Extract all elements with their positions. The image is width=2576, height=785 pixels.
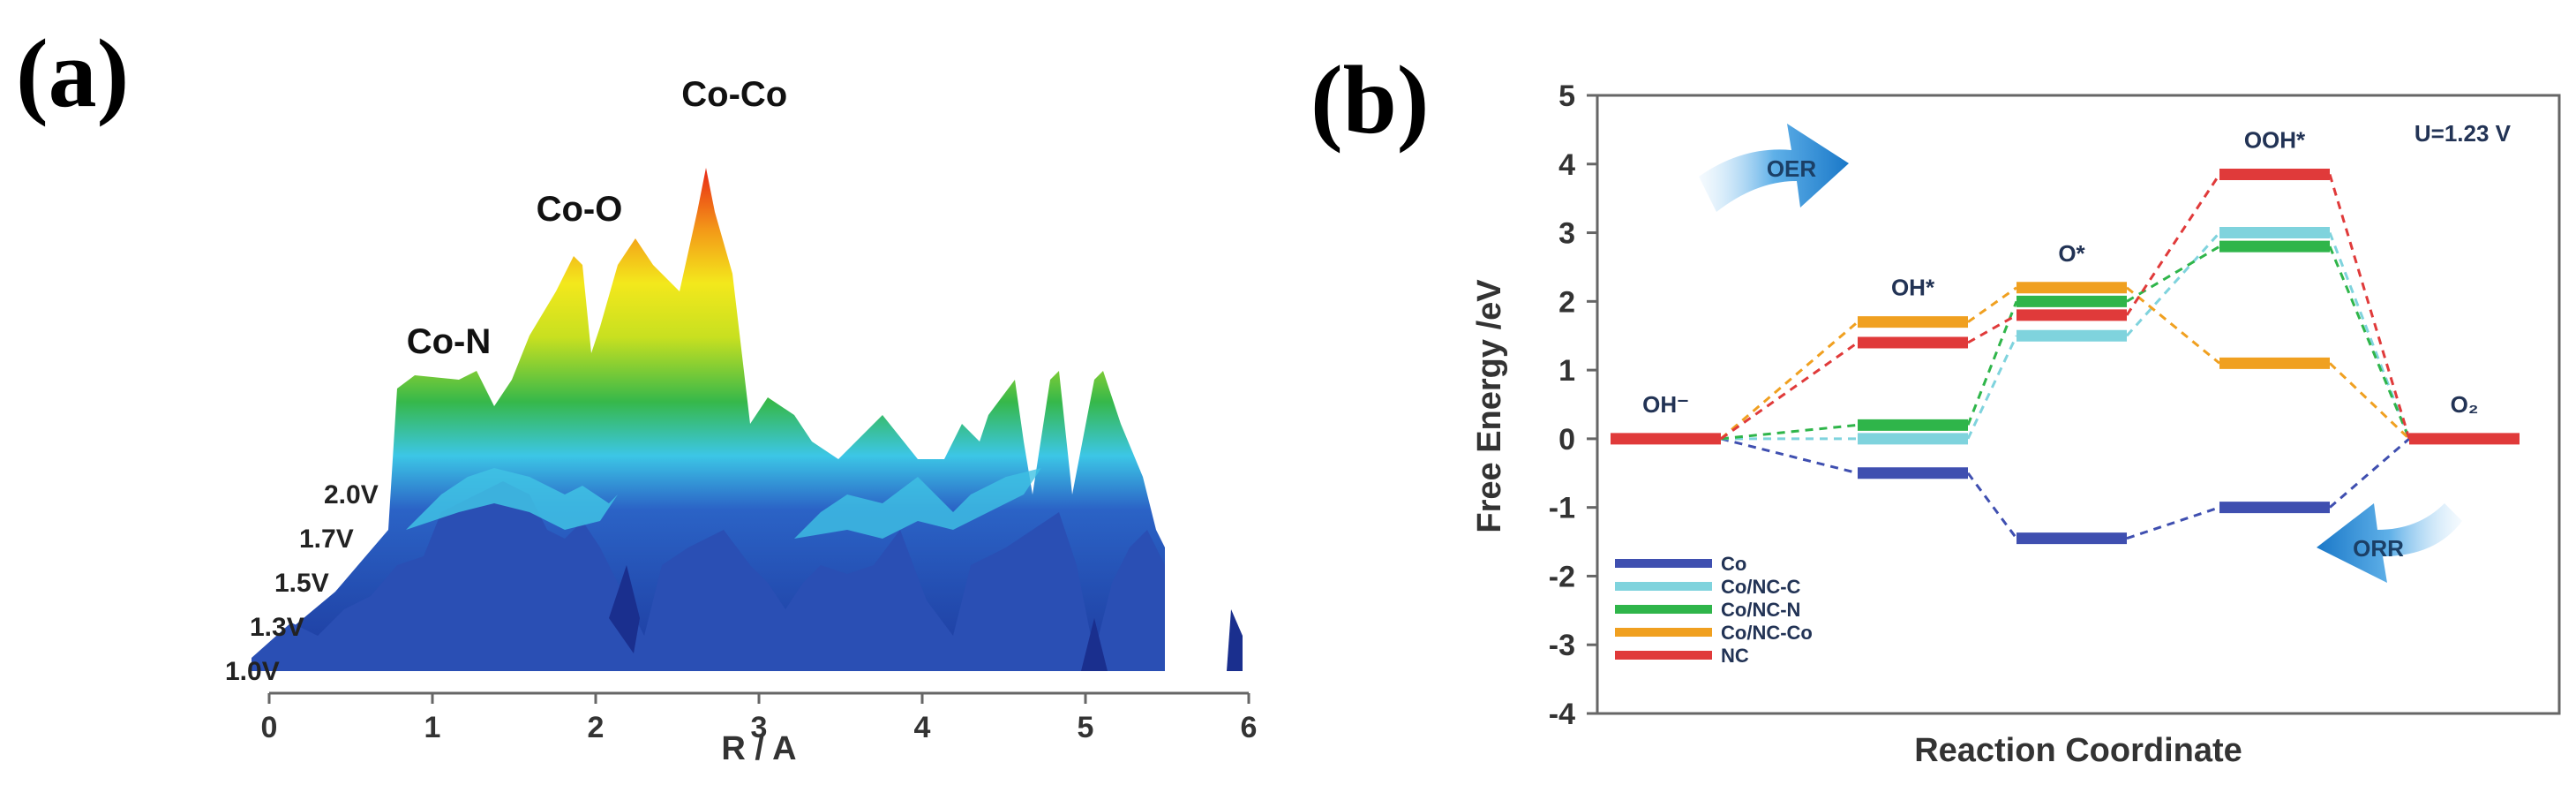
state-label: O₂ bbox=[2451, 391, 2479, 418]
y-axis-ticks: -4 -3 -2 -1 0 1 2 3 4 5 bbox=[1549, 79, 1597, 731]
x-tick-label: 0 bbox=[261, 711, 278, 744]
energy-connector-NC bbox=[1720, 341, 1859, 441]
state-label: O* bbox=[2058, 240, 2085, 267]
surface-valley-3 bbox=[1227, 609, 1243, 671]
peak-label: Co-Co bbox=[681, 75, 787, 114]
surface-cyan-band bbox=[406, 468, 618, 530]
legend-label: NC bbox=[1721, 645, 1749, 667]
energy-connector-Co/NC-Co bbox=[2126, 286, 2220, 365]
energy-connector-Co/NC-N bbox=[2328, 245, 2411, 440]
energy-connector-Co/NC-C bbox=[1966, 335, 2018, 440]
energy-connector-Co bbox=[2329, 437, 2410, 509]
peak-label: Co-O bbox=[537, 190, 623, 229]
x-tick-label: 4 bbox=[914, 711, 931, 744]
legend-label: Co/NC-C bbox=[1721, 576, 1801, 598]
y-tick-label: 1 bbox=[1558, 354, 1575, 388]
y-tick-label: -2 bbox=[1549, 560, 1575, 593]
y-tick-label: 4 bbox=[1558, 148, 1575, 182]
legend-label: Co bbox=[1721, 553, 1746, 575]
orr-arrow: ORR bbox=[2317, 503, 2462, 583]
panel-a-label: (a) bbox=[16, 19, 129, 127]
voltage-label: 1.7V bbox=[299, 525, 354, 554]
potential-annotation: U=1.23 V bbox=[2415, 120, 2512, 147]
voltage-label: 1.0V bbox=[225, 657, 280, 686]
orr-arrow-shape bbox=[2317, 503, 2462, 583]
voltage-label: 1.3V bbox=[250, 613, 304, 642]
voltage-labels: 1.0V 1.3V 1.5V 1.7V 2.0V bbox=[225, 480, 379, 686]
panel-b-label: (b) bbox=[1311, 46, 1429, 154]
orr-label: ORR bbox=[2353, 535, 2404, 562]
energy-connector-Co/NC-Co bbox=[2328, 362, 2411, 440]
energy-levels bbox=[1611, 168, 2520, 545]
surface-valley-1 bbox=[609, 565, 640, 653]
peak-label: Co-N bbox=[407, 322, 492, 361]
surface-cyan-band-2 bbox=[794, 468, 1041, 539]
x-tick-label: 6 bbox=[1241, 711, 1258, 744]
x-tick-label: 5 bbox=[1078, 711, 1094, 744]
energy-connector-Co/NC-C bbox=[2125, 231, 2221, 337]
y-tick-label: 2 bbox=[1558, 285, 1575, 319]
y-tick-label: 5 bbox=[1558, 79, 1575, 113]
energy-connector-NC bbox=[1967, 313, 2017, 344]
plot-frame bbox=[1596, 94, 2561, 715]
state-label: OOH* bbox=[2244, 126, 2306, 153]
legend-label: Co/NC-N bbox=[1721, 599, 1800, 621]
legend-label: Co/NC-Co bbox=[1721, 622, 1813, 644]
state-label: OH* bbox=[1891, 275, 1935, 301]
energy-connector-NC bbox=[2328, 174, 2411, 440]
voltage-label: 2.0V bbox=[324, 480, 379, 509]
panel-b: (b) -4 -3 -2 -1 0 1 2 3 4 5 Free Energy /eV React… bbox=[1311, 46, 2561, 769]
energy-connector-Co/NC-Co bbox=[1967, 286, 2017, 323]
energy-connector-Co bbox=[2126, 506, 2220, 540]
energy-connector-Co/NC-N bbox=[1720, 423, 1859, 441]
y-tick-label: -1 bbox=[1549, 492, 1575, 525]
state-labels: OH⁻ OH* O* OOH* O₂ bbox=[1642, 126, 2478, 417]
x-axis-title: R / A bbox=[721, 730, 796, 767]
x-tick-label: 1 bbox=[424, 711, 441, 744]
surface-valley-2 bbox=[1081, 618, 1108, 671]
x-axis-ticks: 0 1 2 3 4 5 6 bbox=[261, 693, 1258, 744]
energy-connector-Co bbox=[1966, 472, 2018, 540]
x-axis-title-b: Reaction Coordinate bbox=[1914, 732, 2242, 769]
panel-a: (a) 0 1 2 3 4 5 6 R / A 1.0V 1.3V 1.5V 1.7V 2.0V C… bbox=[16, 19, 1257, 767]
peak-labels: Co-N Co-O Co-Co bbox=[407, 75, 788, 361]
oer-label: OER bbox=[1767, 155, 1817, 182]
x-tick-label: 3 bbox=[751, 711, 768, 744]
energy-connector-Co bbox=[1720, 437, 1859, 475]
y-tick-label: -4 bbox=[1549, 698, 1575, 731]
y-axis-title: Free Energy /eV bbox=[1471, 279, 1508, 533]
voltage-label: 1.5V bbox=[274, 569, 329, 598]
surface-plot bbox=[252, 168, 1243, 671]
state-label: OH⁻ bbox=[1642, 391, 1689, 418]
y-tick-label: 3 bbox=[1558, 217, 1575, 251]
y-tick-label: -3 bbox=[1549, 629, 1575, 662]
energy-connector-Co/NC-Co bbox=[1720, 321, 1859, 441]
oer-arrow: OER bbox=[1699, 124, 1849, 212]
surface-front bbox=[252, 481, 1165, 671]
y-tick-label: 0 bbox=[1558, 423, 1575, 457]
x-tick-label: 2 bbox=[588, 711, 605, 744]
oer-arrow-shape bbox=[1699, 124, 1849, 212]
energy-connector-Co/NC-N bbox=[2126, 245, 2220, 303]
